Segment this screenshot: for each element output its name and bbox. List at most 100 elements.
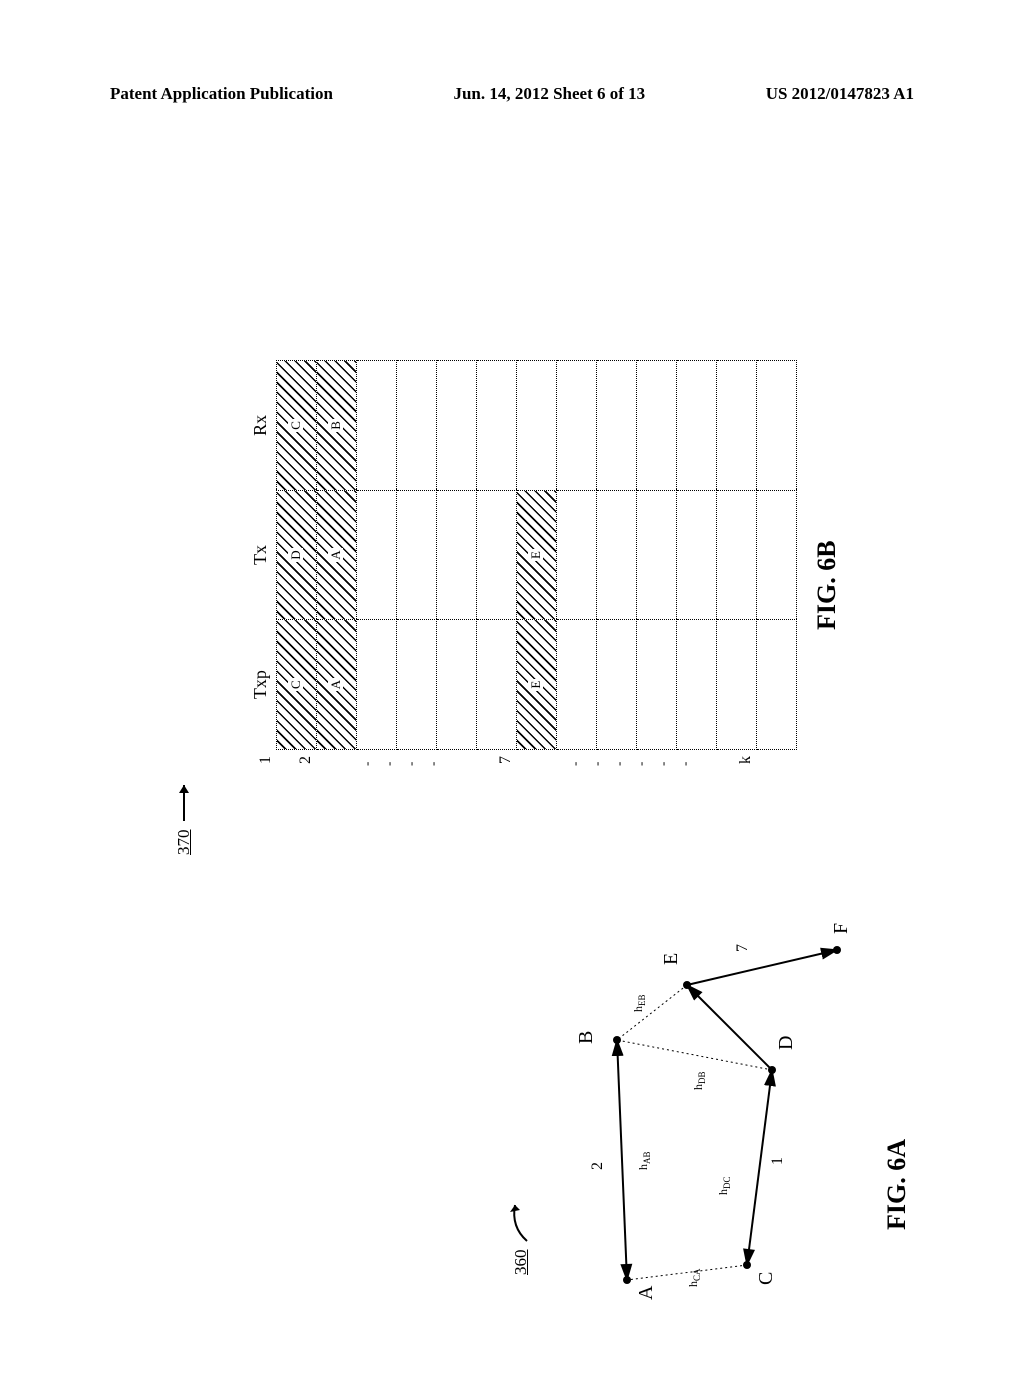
edge-num-label: 2 (589, 1162, 606, 1170)
fig6b-label: FIG. 6B (812, 540, 842, 630)
fig6b-ref-number: 370 (174, 830, 194, 856)
node-label: E (660, 953, 682, 965)
table-cell (476, 361, 516, 491)
table-cell (596, 490, 636, 620)
table-row (716, 361, 756, 750)
row-dash-icon: ------ (564, 760, 696, 766)
row-label: 2 (286, 756, 326, 780)
fig6a-ref-arrow-icon (507, 1196, 535, 1246)
row-label: 1 (246, 756, 286, 780)
row-dash-icon: ---- (356, 760, 444, 766)
table-cell (636, 620, 676, 750)
table-cell (636, 490, 676, 620)
cell-value: A (328, 678, 343, 691)
node-label: F (830, 923, 852, 934)
table-cell (636, 361, 676, 491)
interference-edge (627, 1265, 747, 1280)
table-row: A A B (316, 361, 356, 750)
table-cell (476, 490, 516, 620)
table-cell (356, 490, 396, 620)
edge-h-label: hDC (716, 1176, 732, 1195)
graph-node (683, 981, 691, 989)
table-row (356, 361, 396, 750)
node-label: B (575, 1031, 597, 1044)
node-label: A (635, 1285, 657, 1300)
link-edge (687, 950, 837, 985)
table-row (596, 361, 636, 750)
table-cell (436, 490, 476, 620)
table-cell (356, 361, 396, 491)
table-cell (756, 361, 796, 491)
graph-node (833, 946, 841, 954)
table-row (676, 361, 716, 750)
table-row (436, 361, 476, 750)
fig6a-diagram: hABhCAhDChDBhEB217ABCDEF (532, 920, 892, 1350)
graph-node (743, 1261, 751, 1269)
fig6b-ref-arrow-icon (172, 776, 196, 826)
table-cell: C (276, 620, 316, 750)
interference-edge (617, 1040, 772, 1070)
fig6a-ref-wrapper: 360 (507, 1196, 535, 1276)
cell-value: A (328, 548, 343, 561)
link-edge (747, 1070, 772, 1265)
table-cell (396, 620, 436, 750)
table-cell (596, 361, 636, 491)
fig6b-ref-wrapper: 370 (172, 776, 196, 856)
edge-h-label: hAB (636, 1151, 652, 1170)
table-cell: E (516, 490, 556, 620)
header-right: US 2012/0147823 A1 (766, 84, 914, 104)
table-cell (396, 490, 436, 620)
row-label (526, 756, 566, 780)
table-cell (756, 490, 796, 620)
row-label: k (726, 756, 766, 780)
table-row (476, 361, 516, 750)
graph-node (613, 1036, 621, 1044)
table-cell (716, 361, 756, 491)
cell-value: C (288, 678, 303, 691)
table-cell: E (516, 620, 556, 750)
header-left: Patent Application Publication (110, 84, 333, 104)
cell-value: B (328, 419, 343, 432)
graph-node (768, 1066, 776, 1074)
col-header-txp: Txp (246, 620, 276, 750)
table-cell: B (316, 361, 356, 491)
table-cell (596, 620, 636, 750)
fig6b-header-row: Txp Tx Rx (246, 361, 276, 750)
table-cell (676, 361, 716, 491)
row-label: 7 (486, 756, 526, 780)
table-cell: A (316, 620, 356, 750)
edge-num-label: 1 (769, 1157, 786, 1165)
fig6b-table: Txp Tx Rx CDCAABEE 127k ---------- (182, 360, 792, 780)
cell-value: D (288, 548, 303, 561)
table-cell (436, 361, 476, 491)
fig6a-label: FIG. 6A (882, 1139, 912, 1230)
col-header-tx: Tx (246, 490, 276, 620)
table-row (396, 361, 436, 750)
table-row (756, 361, 796, 750)
table-cell (396, 361, 436, 491)
fig6a-ref-number: 360 (511, 1250, 531, 1276)
table-cell (716, 620, 756, 750)
edge-num-label: 7 (734, 944, 751, 952)
table-cell (516, 361, 556, 491)
table-cell (436, 620, 476, 750)
table-cell (476, 620, 516, 750)
table-cell (676, 620, 716, 750)
table-cell (556, 361, 596, 491)
table-cell (556, 490, 596, 620)
link-edge (687, 985, 772, 1070)
table-row: EE (516, 361, 556, 750)
edge-h-label: hEB (631, 994, 647, 1012)
rotated-figure-container: 360 hABhCAhDChDBhEB217ABCDEF FIG. (112, 300, 912, 1400)
fig6b-grid: Txp Tx Rx CDCAABEE (246, 360, 797, 750)
table-cell (756, 620, 796, 750)
node-label: D (775, 1036, 797, 1050)
page-header: Patent Application Publication Jun. 14, … (110, 84, 914, 104)
edge-h-label: hCA (686, 1268, 702, 1287)
interference-edge (617, 985, 687, 1040)
cell-value: E (528, 549, 543, 561)
row-label (446, 756, 486, 780)
figure-area: 360 hABhCAhDChDBhEB217ABCDEF FIG. (0, 200, 1024, 1100)
edge-h-label: hDB (691, 1071, 707, 1090)
table-cell: A (316, 490, 356, 620)
